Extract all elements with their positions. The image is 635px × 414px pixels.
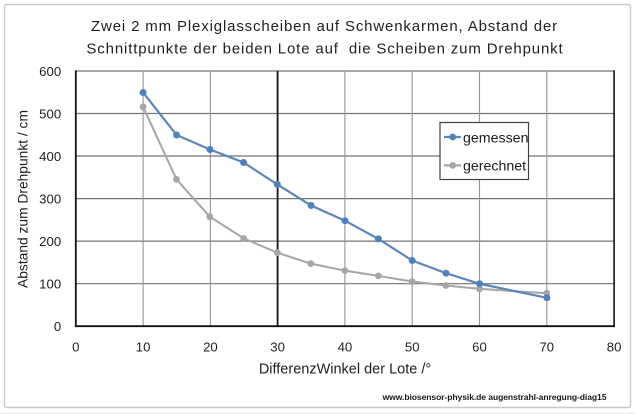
svg-text:www.biosensor-physik.de augens: www.biosensor-physik.de augenstrahl-anre…	[382, 392, 607, 402]
svg-text:600: 600	[39, 64, 61, 79]
svg-text:DifferenzWinkel der Lote /°: DifferenzWinkel der Lote /°	[259, 361, 431, 377]
svg-text:200: 200	[39, 234, 61, 249]
svg-text:gerechnet: gerechnet	[463, 159, 526, 175]
svg-text:100: 100	[39, 277, 61, 292]
svg-text:20: 20	[203, 340, 218, 355]
svg-text:0: 0	[54, 319, 61, 334]
svg-text:500: 500	[39, 106, 61, 121]
svg-text:Zwei 2 mm Plexiglasscheiben au: Zwei 2 mm Plexiglasscheiben auf Schwenka…	[91, 18, 558, 35]
svg-text:50: 50	[405, 340, 420, 355]
svg-text:gemessen: gemessen	[463, 130, 528, 146]
svg-text:80: 80	[607, 340, 622, 355]
svg-text:40: 40	[338, 340, 353, 355]
svg-text:Schnittpunkte der beiden Lote: Schnittpunkte der beiden Lote auf die Sc…	[86, 40, 563, 57]
svg-text:400: 400	[39, 149, 61, 164]
svg-text:300: 300	[39, 191, 61, 206]
svg-text:0: 0	[72, 340, 79, 355]
svg-text:30: 30	[270, 340, 285, 355]
svg-text:Abstand zum Drehpunkt / cm: Abstand zum Drehpunkt / cm	[16, 110, 31, 288]
svg-text:60: 60	[472, 340, 487, 355]
svg-text:10: 10	[136, 340, 151, 355]
svg-text:70: 70	[539, 340, 554, 355]
